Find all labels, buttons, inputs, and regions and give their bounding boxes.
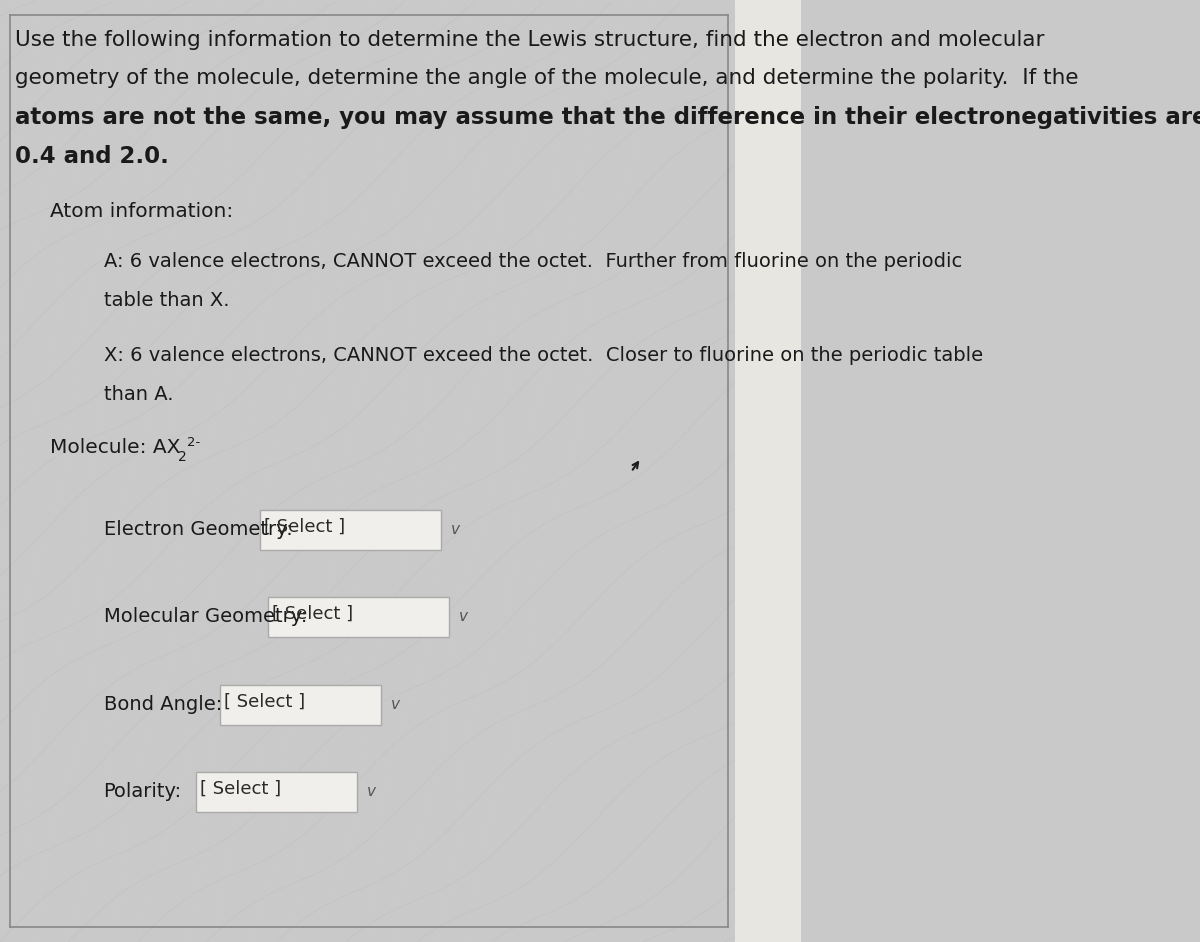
Text: 2-: 2- <box>187 436 200 449</box>
FancyBboxPatch shape <box>197 772 356 812</box>
Text: table than X.: table than X. <box>103 291 229 310</box>
Text: [ Select ]: [ Select ] <box>272 605 354 623</box>
Text: v: v <box>367 784 376 799</box>
Text: v: v <box>391 697 400 712</box>
Text: [ Select ]: [ Select ] <box>200 780 282 798</box>
Text: atoms are not the same, you may assume that the difference in their electronegat: atoms are not the same, you may assume t… <box>14 106 1200 129</box>
Text: 2: 2 <box>179 450 187 464</box>
Text: [ Select ]: [ Select ] <box>224 693 306 711</box>
Text: Molecule: AX: Molecule: AX <box>50 438 180 457</box>
Text: Use the following information to determine the Lewis structure, find the electro: Use the following information to determi… <box>14 30 1044 50</box>
Text: Bond Angle:: Bond Angle: <box>103 695 222 714</box>
Text: Polarity:: Polarity: <box>103 782 181 801</box>
Text: 0.4 and 2.0.: 0.4 and 2.0. <box>14 145 168 168</box>
FancyBboxPatch shape <box>260 510 440 550</box>
Text: A: 6 valence electrons, CANNOT exceed the octet.  Further from fluorine on the p: A: 6 valence electrons, CANNOT exceed th… <box>103 252 961 271</box>
Text: than A.: than A. <box>103 385 173 404</box>
Text: [ Select ]: [ Select ] <box>264 518 346 536</box>
Text: Electron Geometry:: Electron Geometry: <box>103 520 293 539</box>
Text: Molecular Geometry:: Molecular Geometry: <box>103 607 307 626</box>
Text: v: v <box>458 609 468 624</box>
FancyBboxPatch shape <box>269 597 449 637</box>
Text: X: 6 valence electrons, CANNOT exceed the octet.  Closer to fluorine on the peri: X: 6 valence electrons, CANNOT exceed th… <box>103 346 983 365</box>
Text: geometry of the molecule, determine the angle of the molecule, and determine the: geometry of the molecule, determine the … <box>14 68 1078 88</box>
FancyBboxPatch shape <box>734 0 802 942</box>
Text: Atom information:: Atom information: <box>50 202 233 221</box>
Text: v: v <box>451 522 460 537</box>
FancyBboxPatch shape <box>221 685 380 725</box>
